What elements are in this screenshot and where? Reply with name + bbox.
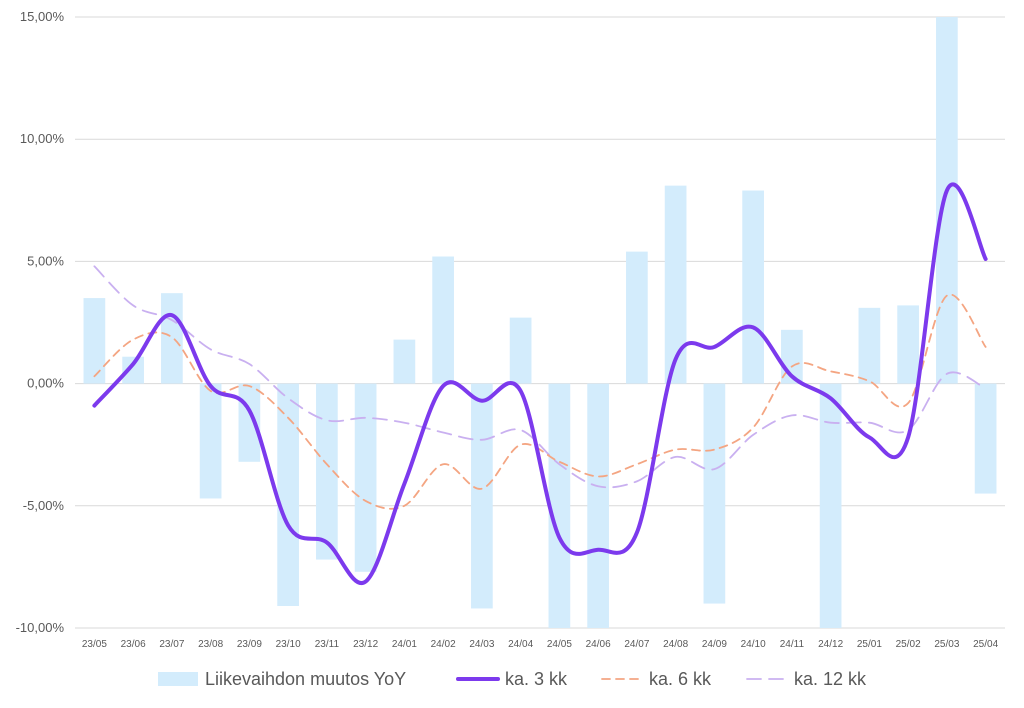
bar (703, 383, 726, 604)
x-tick-label: 24/02 (431, 639, 456, 650)
x-tick-label: 23/11 (315, 639, 340, 650)
x-tick-label: 24/05 (547, 639, 572, 650)
x-tick-label: 25/01 (857, 639, 882, 650)
legend-item: ka. 12 kk (746, 669, 867, 689)
bar (742, 190, 764, 384)
x-tick-label: 24/08 (663, 639, 688, 650)
bar (161, 293, 183, 384)
y-tick-label: 15,00% (20, 9, 65, 24)
bar (974, 383, 997, 494)
bar (316, 383, 338, 560)
y-tick-label: 10,00% (20, 131, 65, 146)
line-series (92, 182, 988, 586)
x-tick-label: 24/10 (741, 639, 766, 650)
bar (509, 317, 532, 384)
legend-label: ka. 3 kk (505, 669, 568, 689)
x-tick-label: 24/01 (392, 639, 417, 650)
bar (83, 298, 106, 384)
x-tick-label: 23/05 (82, 639, 107, 650)
series-line-ka-6-kk (93, 293, 987, 510)
series-line-ka-3-kk (92, 182, 988, 586)
legend-item: ka. 6 kk (601, 669, 712, 689)
x-tick-label: 23/10 (276, 639, 301, 650)
x-tick-label: 23/06 (121, 639, 146, 650)
legend-label: ka. 12 kk (794, 669, 867, 689)
bar (199, 383, 222, 499)
legend-swatch (158, 672, 198, 686)
x-tick-label: 23/07 (159, 639, 184, 650)
x-tick-label: 24/07 (624, 639, 649, 650)
bar (354, 383, 377, 572)
x-tick-label: 23/09 (237, 639, 262, 650)
x-tick-label: 24/12 (818, 639, 843, 650)
x-tick-label: 24/03 (469, 639, 494, 650)
bar (548, 383, 571, 628)
x-tick-label: 24/11 (780, 639, 805, 650)
legend-item: ka. 3 kk (456, 669, 568, 689)
bar (664, 185, 687, 384)
y-axis: 15,00% 10,00% 5,00% 0,00% -5,00% -10,00% (16, 9, 65, 635)
legend-label: ka. 6 kk (649, 669, 712, 689)
legend: Liikevaihdon muutos YoY ka. 3 kk ka. 6 kk k… (158, 669, 867, 689)
bar (277, 383, 299, 607)
bar (471, 383, 493, 609)
x-tick-label: 24/09 (702, 639, 727, 650)
x-tick-label: 23/12 (353, 639, 378, 650)
x-tick-label: 25/02 (896, 639, 921, 650)
bar (122, 356, 144, 384)
y-tick-label: 0,00% (27, 376, 64, 391)
bar (819, 383, 842, 628)
bar (587, 383, 609, 628)
x-tick-label: 23/08 (198, 639, 223, 650)
bar (393, 339, 416, 384)
x-tick-label: 25/03 (934, 639, 959, 650)
x-axis: 23/05 23/06 23/07 23/08 23/09 23/10 23/11 23/12… (82, 639, 999, 650)
bar (432, 256, 454, 384)
y-tick-label: 5,00% (27, 253, 64, 268)
y-tick-label: -10,00% (16, 620, 65, 635)
legend-label: Liikevaihdon muutos YoY (205, 669, 406, 689)
y-tick-label: -5,00% (23, 498, 65, 513)
x-tick-label: 25/04 (973, 639, 998, 650)
x-tick-label: 24/06 (586, 639, 611, 650)
series-line-ka-12-kk (93, 265, 987, 489)
gridlines (75, 16, 1005, 629)
bar (626, 251, 648, 384)
bar-series (83, 17, 997, 628)
bar (936, 17, 958, 384)
x-tick-label: 24/04 (508, 639, 533, 650)
bar (238, 383, 261, 462)
bar (858, 307, 881, 384)
bar (897, 305, 919, 384)
legend-item: Liikevaihdon muutos YoY (158, 669, 406, 689)
